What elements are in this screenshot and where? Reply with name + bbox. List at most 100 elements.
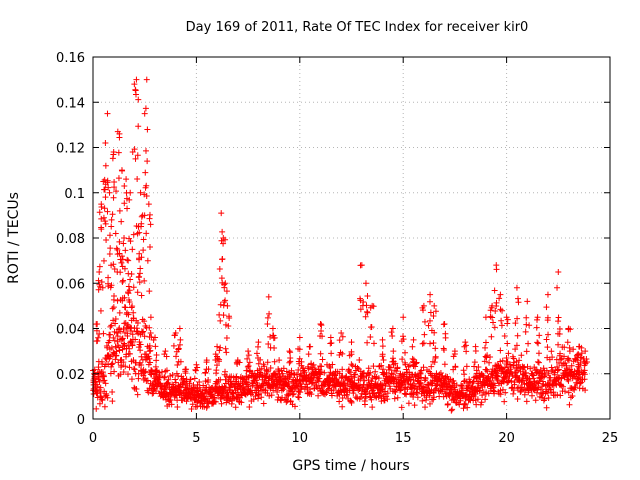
data-point — [261, 363, 268, 370]
data-point — [576, 380, 583, 387]
data-point — [143, 230, 150, 237]
y-tick-label: 0.14 — [56, 96, 85, 111]
data-point — [555, 314, 562, 321]
data-point — [192, 367, 199, 374]
data-point — [504, 320, 511, 327]
data-point — [141, 110, 148, 117]
data-point — [422, 404, 429, 411]
data-point — [430, 394, 437, 401]
data-point — [557, 356, 564, 363]
data-point — [120, 368, 127, 375]
data-point — [124, 256, 131, 263]
data-point — [141, 212, 148, 219]
data-point — [94, 337, 101, 344]
data-point — [562, 359, 569, 366]
data-point — [106, 189, 113, 196]
data-point — [212, 351, 219, 358]
data-point — [106, 251, 113, 258]
data-point — [118, 259, 125, 266]
data-point — [112, 356, 119, 363]
data-point — [199, 400, 206, 407]
data-point — [120, 277, 127, 284]
data-point — [142, 169, 149, 176]
data-point — [255, 343, 262, 350]
data-point — [110, 334, 117, 341]
data-point — [389, 355, 396, 362]
data-point — [223, 334, 230, 341]
data-point — [133, 385, 140, 392]
data-point — [380, 371, 387, 378]
data-point — [109, 360, 116, 367]
data-point — [544, 314, 551, 321]
data-point — [501, 364, 508, 371]
data-point — [549, 354, 556, 361]
data-point — [111, 184, 118, 191]
data-point — [575, 363, 582, 370]
data-point — [530, 372, 537, 379]
data-point — [432, 308, 439, 315]
data-point — [132, 155, 139, 162]
data-point — [280, 365, 287, 372]
data-point — [402, 349, 409, 356]
data-point — [245, 363, 252, 370]
data-point — [174, 361, 181, 368]
data-point — [377, 392, 384, 399]
data-point — [152, 343, 159, 350]
data-point — [461, 377, 468, 384]
data-point — [95, 358, 102, 365]
data-point — [378, 362, 385, 369]
data-point — [157, 372, 164, 379]
data-point — [120, 343, 127, 350]
data-point — [292, 403, 299, 410]
y-tick-label: 0.16 — [56, 51, 85, 66]
data-point — [554, 284, 561, 291]
data-point — [116, 347, 123, 354]
data-point — [142, 105, 149, 112]
data-point — [218, 275, 225, 282]
data-point — [123, 176, 130, 183]
data-point — [450, 377, 457, 384]
data-point — [568, 362, 575, 369]
data-point — [460, 367, 467, 374]
x-tick-label: 0 — [89, 431, 97, 446]
data-point — [104, 110, 111, 117]
data-point — [473, 370, 480, 377]
data-point — [111, 266, 118, 273]
x-tick-label: 5 — [192, 431, 200, 446]
data-point — [152, 363, 159, 370]
data-point — [104, 394, 111, 401]
data-point — [491, 324, 498, 331]
data-point — [246, 368, 253, 375]
data-point — [493, 266, 500, 273]
data-point — [555, 268, 562, 275]
data-point — [217, 344, 224, 351]
data-point — [534, 314, 541, 321]
data-point — [306, 343, 313, 350]
data-point — [136, 279, 143, 286]
data-point — [246, 404, 253, 411]
y-tick-label: 0 — [77, 413, 85, 428]
data-point — [357, 306, 364, 313]
data-point — [494, 373, 501, 380]
data-point — [554, 391, 561, 398]
data-point — [421, 318, 428, 325]
data-point — [513, 358, 520, 365]
data-point — [394, 394, 401, 401]
data-point — [367, 324, 374, 331]
data-point — [380, 366, 387, 373]
data-point — [96, 330, 103, 337]
data-point — [183, 386, 190, 393]
data-point — [140, 236, 147, 243]
data-point — [221, 281, 228, 288]
data-point — [220, 240, 227, 247]
data-point — [521, 391, 528, 398]
data-point — [192, 366, 199, 373]
data-point — [95, 364, 102, 371]
data-point — [217, 317, 224, 324]
data-point — [490, 319, 497, 326]
data-point — [577, 354, 584, 361]
data-point — [115, 149, 122, 156]
data-point — [545, 370, 552, 377]
data-point — [347, 369, 354, 376]
data-point — [523, 369, 530, 376]
